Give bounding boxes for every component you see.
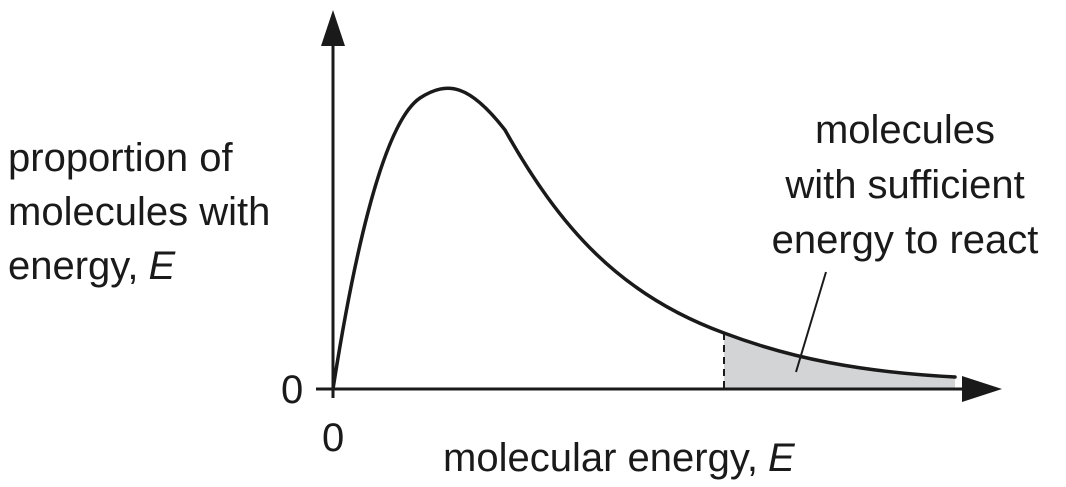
x-axis-label-variable: E [768, 436, 796, 480]
annotation-line1: molecules [815, 108, 995, 152]
distribution-curve [331, 86, 957, 391]
annotation-pointer [795, 271, 827, 373]
annotation-line2: with sufficient [784, 163, 1024, 207]
annotation-line3: energy to react [772, 218, 1039, 262]
y-axis-label-line3: energy, E [8, 244, 176, 288]
x-axis-label-text: molecular energy, [443, 436, 758, 480]
x-axis-zero-label: 0 [322, 416, 344, 460]
y-axis-label-text: energy, [8, 244, 138, 288]
y-axis-label-variable: E [148, 244, 176, 288]
shaded-region [724, 333, 955, 389]
y-axis-label-line1: proportion of [8, 136, 233, 180]
x-axis-arrowhead [962, 376, 1002, 402]
y-axis-zero-label: 0 [281, 368, 303, 412]
x-axis-label: molecular energy, E [443, 436, 796, 480]
y-axis-arrowhead [321, 10, 345, 46]
y-axis-label-line2: molecules with [8, 190, 270, 234]
